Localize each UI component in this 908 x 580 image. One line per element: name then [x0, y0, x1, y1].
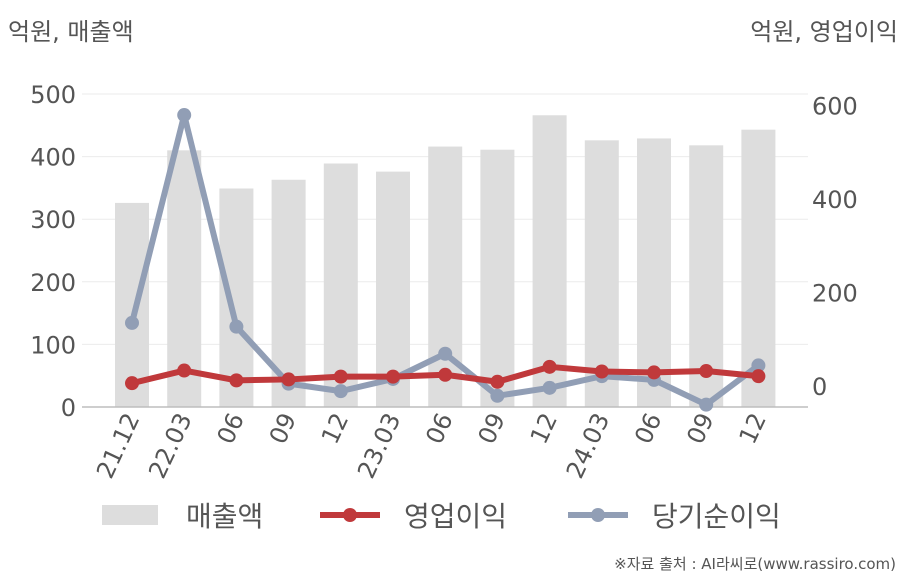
point-operating-profit: [386, 369, 400, 384]
x-tick-label: 09: [681, 409, 719, 449]
y-left-tick-label: 100: [30, 331, 76, 359]
point-net-income: [229, 319, 244, 334]
point-net-income: [333, 384, 348, 399]
point-operating-profit: [699, 364, 714, 379]
bar-revenue: [219, 188, 254, 407]
x-tick-label: 23.03: [352, 409, 406, 483]
x-tick-label: 06: [629, 409, 667, 449]
legend-item-net-income: 당기순이익: [566, 490, 781, 540]
legend-line-swatch: [320, 508, 380, 522]
x-tick-label: 22.03: [143, 409, 197, 483]
bar-revenue: [584, 140, 619, 407]
bar-revenue: [637, 138, 671, 408]
x-tick-label: 09: [473, 409, 511, 449]
bar-revenue: [115, 202, 149, 407]
y-left-tick-label: 200: [30, 269, 76, 297]
bar-revenue: [532, 115, 567, 407]
y-right-tick-label: 200: [812, 280, 858, 308]
legend-item-operating-profit: 영업이익: [318, 490, 507, 540]
bar-revenue: [323, 163, 358, 407]
point-operating-profit: [647, 365, 661, 380]
source-note: ※자료 출처 : AI라씨로(www.rassiro.com): [614, 555, 896, 573]
legend-item-revenue: 매출액: [102, 490, 263, 540]
point-operating-profit: [333, 369, 348, 384]
x-tick-label: 12: [525, 409, 563, 449]
y-left-tick-label: 400: [30, 144, 76, 172]
point-net-income: [699, 397, 714, 412]
legend: 매출액 영업이익 당기순이익: [0, 490, 908, 540]
point-operating-profit: [751, 369, 766, 384]
y-left-tick-label: 500: [30, 81, 76, 109]
y-right-tick-label: 400: [812, 186, 858, 214]
legend-label-revenue: 매출액: [186, 500, 264, 533]
legend-label-operating-profit: 영업이익: [404, 500, 508, 533]
x-tick-label: 12: [316, 409, 354, 449]
point-operating-profit: [125, 376, 139, 391]
x-tick-label: 24.03: [561, 409, 615, 483]
x-tick-label: 09: [264, 409, 302, 449]
point-net-income: [177, 108, 192, 123]
y-left-tick-label: 0: [61, 394, 76, 422]
point-operating-profit: [281, 372, 296, 387]
point-operating-profit: [229, 373, 244, 388]
legend-label-net-income: 당기순이익: [652, 500, 781, 533]
legend-line-swatch: [568, 508, 628, 522]
point-operating-profit: [438, 367, 453, 382]
bar-revenue: [689, 145, 724, 407]
right-axis-unit: 억원, 영업이익: [750, 18, 898, 46]
legend-bar-swatch: [102, 505, 158, 525]
point-net-income: [438, 346, 453, 361]
bar-revenue: [480, 149, 515, 408]
point-net-income: [125, 315, 139, 330]
point-net-income: [490, 388, 505, 403]
x-tick-label: 21.12: [91, 409, 145, 483]
point-net-income: [751, 358, 766, 373]
x-tick-label: 06: [212, 409, 250, 449]
x-tick-label: 06: [420, 409, 458, 449]
point-operating-profit: [594, 364, 609, 379]
point-net-income: [542, 380, 557, 395]
bar-revenue: [376, 171, 410, 407]
y-right-tick-label: 600: [812, 93, 858, 121]
point-operating-profit: [490, 374, 505, 389]
point-operating-profit: [542, 359, 557, 374]
point-operating-profit: [177, 363, 192, 378]
left-axis-unit: 억원, 매출액: [8, 18, 134, 46]
y-right-tick-label: 0: [812, 373, 827, 401]
y-left-tick-label: 300: [30, 206, 76, 234]
x-tick-label: 12: [734, 409, 772, 449]
